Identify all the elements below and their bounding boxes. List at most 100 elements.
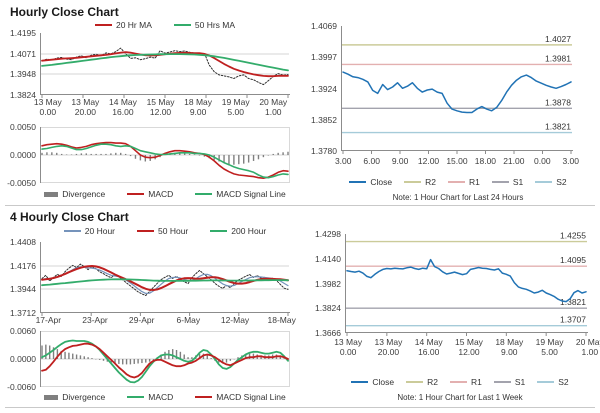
bar-Divergence — [100, 153, 102, 155]
legend-item: MACD — [127, 189, 173, 199]
series-50 Hour — [41, 265, 289, 291]
fourhourly-y-axis-labels: 1.4408 1.4176 1.3944 1.3712 — [2, 237, 36, 318]
legend-swatch — [44, 394, 59, 400]
x-tick-label: 18 May 9.00 — [179, 97, 217, 117]
bar-Divergence — [102, 359, 105, 361]
tick-line: 16.00 — [418, 346, 440, 357]
tick-line: 1.00 — [581, 346, 599, 357]
bar-Divergence — [183, 153, 186, 155]
bar-Divergence — [229, 359, 232, 361]
bar-Divergence — [75, 354, 78, 359]
bar-Divergence — [110, 153, 112, 155]
bar-Divergence — [60, 350, 62, 359]
x-tick-label: 19 May 5.00 — [529, 337, 569, 357]
bar-Divergence — [41, 152, 43, 155]
bar-Divergence — [183, 354, 185, 359]
legend-label: S2 — [558, 377, 569, 387]
series-MACD — [41, 339, 289, 384]
bar-Divergence — [122, 359, 124, 365]
hourly-x-axis-labels: 13 May 0.00 13 May 20.00 14 May 16.00 15 May 12… — [29, 97, 292, 117]
sr1w-y-axis-labels: 1.4298 1.4140 1.3982 1.3824 1.3666 — [305, 229, 341, 338]
legend-item: 200 Hour — [210, 226, 266, 236]
x-tick-label: 23-Apr — [82, 315, 108, 325]
legend-swatch — [535, 181, 553, 183]
sr24-plot: 1.4027 1.3981 1.3878 1.3821 — [341, 26, 573, 154]
tick-line: 20 May — [259, 97, 288, 107]
sr1w-note: Note: 1 Hour Chart for Last 1 Week — [397, 393, 523, 402]
bar-Divergence — [171, 349, 174, 359]
legend-swatch — [351, 381, 369, 383]
bar-Divergence — [247, 155, 250, 163]
x-tick-label: 13 May 20.00 — [67, 97, 105, 117]
bar-Divergence — [210, 358, 212, 359]
y-tick-label: 1.3780 — [311, 146, 337, 156]
legend-label: MACD Signal Line — [216, 392, 286, 402]
y-tick-label: 0.0050 — [10, 122, 36, 132]
legend-item: Divergence — [44, 392, 105, 402]
x-tick-label: 15 May 12.00 — [142, 97, 180, 117]
legend-item: S2 — [537, 377, 569, 387]
bar-Divergence — [105, 153, 107, 155]
legend-swatch — [447, 181, 465, 183]
bar-Divergence — [257, 155, 260, 160]
bar-Divergence — [80, 153, 83, 155]
legend-item: R2 — [404, 177, 436, 187]
bar-Divergence — [118, 359, 120, 364]
tick-line: 13 May — [71, 97, 100, 107]
fourhourly-close-chart-title: 4 Hourly Close Chart — [10, 210, 129, 224]
bar-Divergence — [129, 155, 132, 157]
x-tick-label: 15.00 — [446, 156, 468, 166]
fourhourly-x-axis-labels: 17-Apr 23-Apr 29-Apr 6-May 12-May 18-May — [25, 315, 305, 326]
legend-swatch — [127, 193, 145, 195]
bar-Divergence — [282, 152, 284, 155]
level-label-S2: 1.3821 — [545, 122, 571, 132]
legend-item: S1 — [493, 377, 525, 387]
bar-Divergence — [129, 359, 132, 365]
y-tick-label: 1.3924 — [311, 83, 337, 94]
legend-swatch — [195, 396, 213, 398]
tick-line: 20 May — [575, 337, 600, 347]
bar-Divergence — [179, 351, 182, 359]
bar-Divergence — [243, 155, 245, 164]
tick-line: 0.00 — [39, 106, 57, 117]
x-tick-label: 18.00 — [474, 156, 497, 166]
x-tick-label: 29-Apr — [128, 315, 155, 325]
legend-item: Divergence — [44, 189, 105, 199]
legend-item: S2 — [535, 177, 567, 187]
x-tick-label: 12.00 — [417, 156, 440, 166]
tick-line: 16.00 — [112, 106, 134, 117]
bar-Divergence — [85, 153, 87, 155]
bar-Divergence — [79, 355, 82, 359]
bar-Divergence — [179, 152, 181, 155]
y-tick-label: 1.4140 — [315, 253, 341, 264]
legend-swatch — [44, 191, 59, 197]
bar-Divergence — [45, 344, 47, 359]
bar-Divergence — [221, 359, 224, 364]
tick-line: 12.00 — [149, 106, 172, 117]
legend-label: Divergence — [62, 189, 106, 199]
bar-Divergence — [191, 357, 193, 359]
bar-Divergence — [228, 155, 230, 165]
bar-Divergence — [65, 154, 68, 155]
sr1w-x-axis-labels: 13 May 0.00 13 May 20.00 14 May 16.00 15 May 12… — [328, 337, 600, 357]
fourhourly-sr-1week-canvas: 1.4255 1.4095 1.3821 1.3707 — [345, 231, 588, 336]
bar-Divergence — [277, 152, 279, 155]
bar-Divergence — [134, 155, 137, 159]
legend-swatch — [404, 181, 422, 183]
legend-item: R2 — [406, 377, 438, 387]
bar-Divergence — [152, 359, 155, 360]
y-tick-label: 0.0000 — [10, 354, 36, 364]
legend-swatch — [63, 230, 81, 232]
hourly-macd-canvas — [40, 127, 290, 183]
bar-Divergence — [75, 153, 78, 155]
x-tick-label: 13 May 20.00 — [368, 337, 408, 357]
bar-Divergence — [125, 359, 128, 365]
legend-swatch — [127, 396, 145, 398]
legend-label: 20 Hr MA — [115, 20, 152, 30]
bar-Divergence — [70, 154, 73, 155]
y-tick-label: -0.0050 — [7, 178, 36, 188]
legend-swatch — [173, 24, 191, 26]
y-tick-label: 1.3852 — [311, 114, 337, 125]
bar-Divergence — [41, 345, 43, 359]
